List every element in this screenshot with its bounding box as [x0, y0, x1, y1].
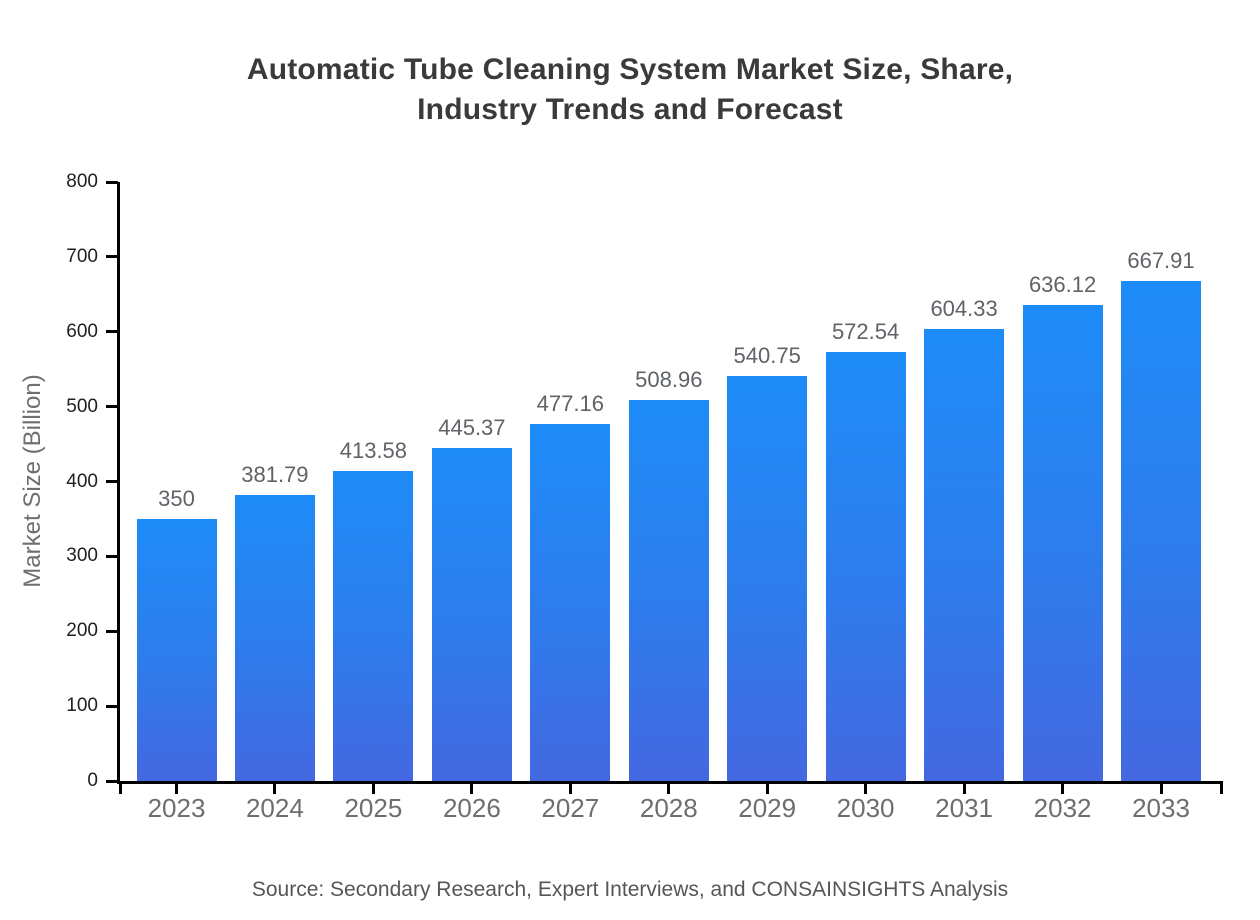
bar — [727, 376, 808, 781]
bar — [136, 518, 217, 781]
x-tick-label: 2026 — [442, 793, 501, 823]
bar — [530, 423, 611, 781]
y-tick — [106, 330, 118, 334]
y-tick — [106, 779, 118, 783]
bar-value-label: 477.16 — [536, 390, 604, 416]
bar — [333, 471, 414, 781]
x-tick — [1159, 781, 1163, 794]
y-axis-line — [117, 182, 120, 784]
bar-value-label: 636.12 — [1028, 271, 1097, 297]
bar-value-label: 445.37 — [438, 414, 506, 440]
chart-title-line-1: Automatic Tube Cleaning System Market Si… — [246, 53, 1014, 86]
y-tick-label: 500 — [66, 395, 98, 417]
bar-value-label: 667.91 — [1127, 247, 1195, 273]
plot-area: 0 100 200 300 400 500 600 700 800 350 2023 381.79 20… — [66, 171, 1223, 823]
bar-value-label: 572.54 — [831, 319, 900, 345]
y-tick-label: 0 — [87, 770, 98, 791]
x-tick — [667, 781, 671, 794]
y-tick-label: 200 — [66, 620, 98, 642]
x-tick-label: 2024 — [245, 793, 304, 823]
y-tick — [106, 180, 118, 184]
bar-value-label: 604.33 — [930, 295, 998, 321]
x-tick — [470, 781, 474, 794]
x-tick-label: 2028 — [639, 793, 698, 823]
x-tick — [371, 781, 375, 794]
x-tick — [864, 781, 868, 794]
y-tick — [106, 629, 118, 633]
bar — [431, 447, 512, 781]
source-caption: Source: Secondary Research, Expert Inter… — [251, 878, 1009, 901]
x-tick-label: 2029 — [738, 793, 797, 823]
x-tick — [175, 781, 178, 794]
y-tick-label: 100 — [66, 695, 98, 717]
y-tick-label: 800 — [66, 171, 98, 192]
bar-value-label: 381.79 — [241, 462, 309, 488]
bar-value-label: 508.96 — [635, 366, 703, 392]
x-tick — [568, 781, 572, 794]
x-tick — [273, 781, 277, 794]
bar — [924, 328, 1005, 781]
bar — [628, 399, 709, 781]
x-tick — [765, 781, 769, 794]
bar — [234, 495, 315, 781]
bar — [1121, 280, 1201, 781]
x-tick-label: 2027 — [541, 793, 600, 823]
x-tick-label: 2031 — [935, 793, 994, 823]
x-tick-label: 2030 — [836, 793, 895, 823]
y-tick-label: 300 — [66, 545, 98, 567]
chart-title: Automatic Tube Cleaning System Market Si… — [0, 50, 1260, 130]
x-tick-label: 2023 — [147, 793, 206, 823]
y-tick — [106, 704, 118, 708]
x-tick-label: 2025 — [344, 793, 403, 823]
chart-title-line-2: Industry Trends and Forecast — [417, 93, 843, 126]
x-axis-end-tick — [118, 781, 122, 794]
bar — [825, 352, 906, 781]
y-tick-label: 600 — [66, 320, 98, 342]
bar — [1022, 304, 1103, 781]
y-tick-label: 400 — [66, 470, 98, 492]
y-tick — [106, 480, 118, 483]
y-tick-label: 700 — [66, 245, 98, 267]
x-tick — [1061, 781, 1065, 794]
y-tick — [106, 405, 118, 409]
x-axis-end-tick — [1219, 781, 1223, 794]
x-tick-label: 2033 — [1132, 793, 1190, 823]
bar-value-label: 413.58 — [339, 438, 408, 464]
bar-value-label: 350 — [158, 485, 195, 511]
x-tick — [962, 781, 966, 794]
y-tick — [106, 255, 118, 259]
bar-value-label: 540.75 — [733, 343, 801, 369]
y-tick — [106, 554, 118, 558]
x-tick-label: 2032 — [1033, 793, 1092, 823]
